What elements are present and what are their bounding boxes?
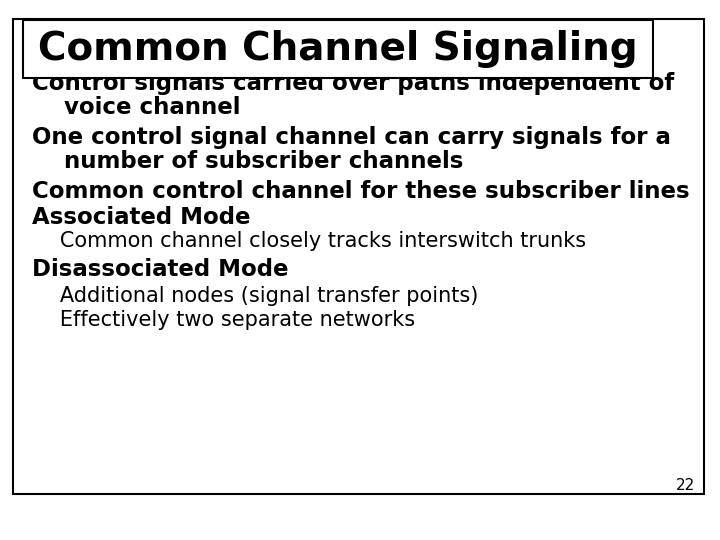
Text: Common channel closely tracks interswitch trunks: Common channel closely tracks interswitc… <box>40 231 586 252</box>
Text: Control signals carried over paths independent of: Control signals carried over paths indep… <box>32 72 675 95</box>
Text: voice channel: voice channel <box>32 97 241 119</box>
Text: 22: 22 <box>675 478 695 494</box>
Text: Disassociated Mode: Disassociated Mode <box>32 259 289 281</box>
Text: Effectively two separate networks: Effectively two separate networks <box>40 310 415 330</box>
Text: Associated Mode: Associated Mode <box>32 206 251 228</box>
Text: number of subscriber channels: number of subscriber channels <box>32 151 464 173</box>
FancyBboxPatch shape <box>23 20 653 78</box>
Text: Common control channel for these subscriber lines: Common control channel for these subscri… <box>32 180 690 203</box>
FancyBboxPatch shape <box>13 19 704 494</box>
Text: Common Channel Signaling: Common Channel Signaling <box>38 30 638 68</box>
Text: One control signal channel can carry signals for a: One control signal channel can carry sig… <box>32 126 671 149</box>
Text: Additional nodes (signal transfer points): Additional nodes (signal transfer points… <box>40 286 478 306</box>
